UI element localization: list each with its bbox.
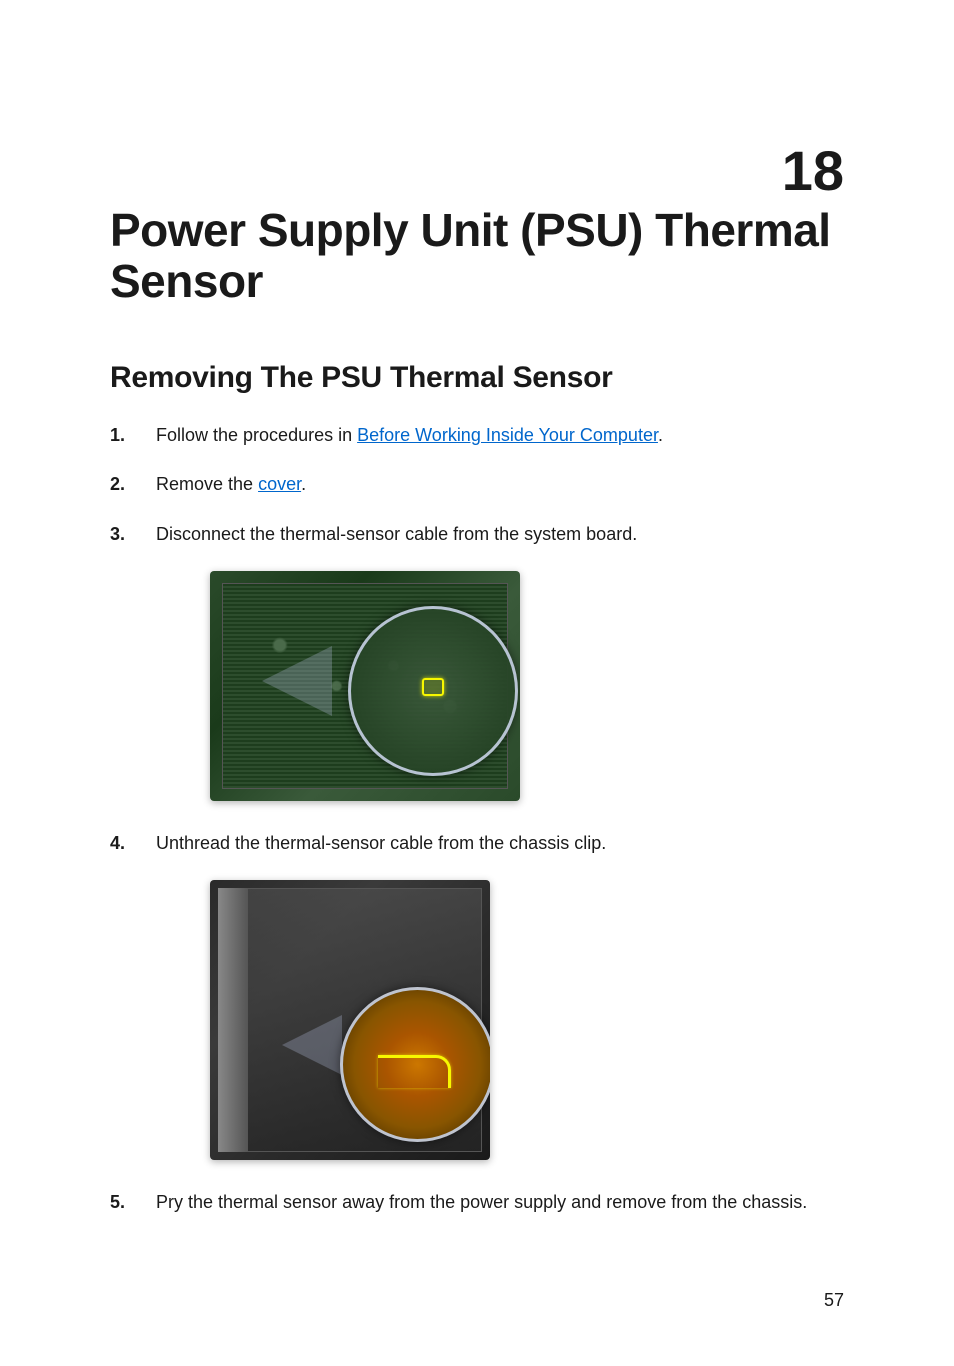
step-number: 5. — [110, 1190, 156, 1215]
step-item-1: 1. Follow the procedures in Before Worki… — [110, 423, 844, 448]
step-list-cont: 4. Unthread the thermal-sensor cable fro… — [110, 831, 844, 856]
step-number: 3. — [110, 522, 156, 547]
step-prefix: Remove the — [156, 474, 258, 494]
step-item-5: 5. Pry the thermal sensor away from the … — [110, 1190, 844, 1215]
magnify-pointer-icon — [282, 1015, 342, 1075]
step-number: 1. — [110, 423, 156, 448]
link-before-working[interactable]: Before Working Inside Your Computer — [357, 425, 658, 445]
section-heading: Removing The PSU Thermal Sensor — [110, 361, 844, 395]
step-text: Follow the procedures in Before Working … — [156, 423, 844, 448]
magnify-circle-icon — [348, 606, 518, 776]
figure-1 — [210, 571, 520, 801]
step-text: Pry the thermal sensor away from the pow… — [156, 1190, 844, 1215]
page-number: 57 — [824, 1290, 844, 1311]
chapter-number: 18 — [782, 138, 844, 203]
step-item-2: 2. Remove the cover. — [110, 472, 844, 497]
highlight-connector-icon — [422, 678, 444, 696]
step-prefix: Follow the procedures in — [156, 425, 357, 445]
step-suffix: . — [658, 425, 663, 445]
highlight-cable-icon — [373, 1045, 453, 1095]
chassis-edge-graphic — [218, 888, 248, 1152]
figure-2-wrap — [210, 880, 844, 1160]
step-item-3: 3. Disconnect the thermal-sensor cable f… — [110, 522, 844, 547]
step-number: 2. — [110, 472, 156, 497]
step-list: 1. Follow the procedures in Before Worki… — [110, 423, 844, 547]
step-text: Remove the cover. — [156, 472, 844, 497]
figure-2 — [210, 880, 490, 1160]
magnify-circle-icon — [340, 987, 490, 1142]
step-text: Unthread the thermal-sensor cable from t… — [156, 831, 844, 856]
figure-1-wrap — [210, 571, 844, 801]
magnify-pointer-icon — [262, 646, 332, 716]
link-cover[interactable]: cover — [258, 474, 301, 494]
step-list-cont2: 5. Pry the thermal sensor away from the … — [110, 1190, 844, 1215]
step-item-4: 4. Unthread the thermal-sensor cable fro… — [110, 831, 844, 856]
step-number: 4. — [110, 831, 156, 856]
chapter-title: Power Supply Unit (PSU) Thermal Sensor — [110, 205, 844, 306]
step-text: Disconnect the thermal-sensor cable from… — [156, 522, 844, 547]
step-suffix: . — [301, 474, 306, 494]
